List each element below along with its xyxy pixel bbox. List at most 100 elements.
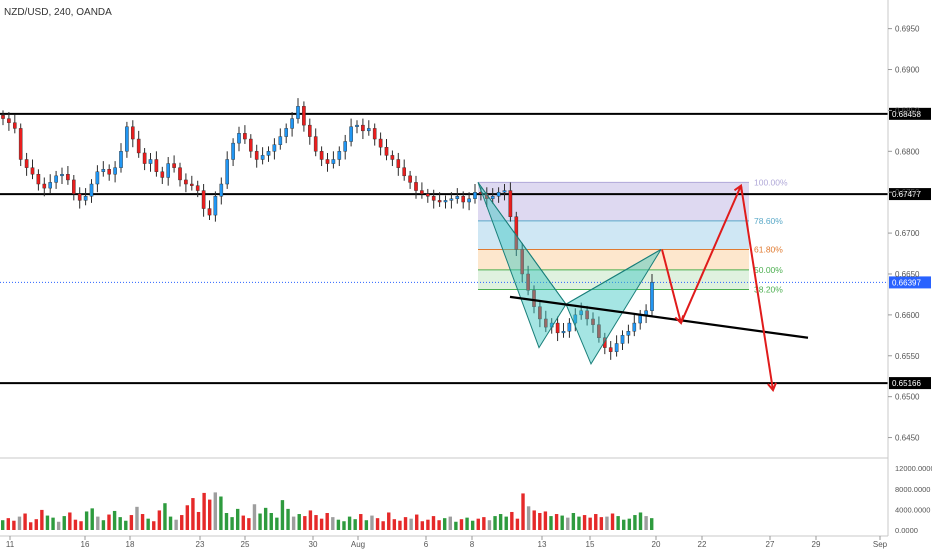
- candle-body: [443, 200, 448, 203]
- candle-body: [142, 152, 147, 164]
- y-tick-label: 0.6750: [895, 188, 920, 197]
- volume-bar: [163, 503, 167, 530]
- volume-bar: [521, 493, 525, 530]
- volume-bar: [107, 514, 111, 530]
- volume-bar: [375, 518, 380, 530]
- x-tick-label: 18: [126, 540, 135, 549]
- volume-bar: [208, 499, 212, 530]
- harmonic-pattern[interactable]: [477, 182, 809, 393]
- volume-bar: [51, 517, 55, 530]
- y-tick-label: 0.6800: [895, 147, 920, 156]
- volume-bar: [431, 516, 436, 530]
- candle-body: [396, 159, 401, 168]
- candle-body: [89, 183, 94, 197]
- candle-body: [136, 138, 141, 154]
- volume-bar: [23, 513, 27, 530]
- volume-bar: [28, 522, 33, 530]
- volume-bar: [325, 513, 329, 530]
- price-label-tag: [889, 377, 931, 390]
- volume-bar: [219, 496, 223, 530]
- volume-bar: [487, 520, 492, 530]
- volume-bar: [90, 508, 94, 530]
- candle-body: [107, 169, 111, 175]
- volume-bar: [34, 519, 38, 530]
- volume-bar: [398, 520, 402, 530]
- volume-bar: [269, 513, 273, 530]
- volume-bar: [202, 492, 206, 530]
- candle-body: [290, 118, 294, 129]
- y-tick-label: 0.6850: [895, 106, 920, 115]
- y-tick-label: 0.6900: [895, 66, 920, 75]
- price-label-text: 0.68458: [892, 110, 921, 119]
- volume-bar: [191, 498, 195, 530]
- candle-body: [544, 318, 548, 328]
- volume-bar: [347, 516, 352, 530]
- x-tick-label: 8: [470, 540, 475, 549]
- candle-body: [490, 196, 495, 199]
- candle-body: [567, 322, 572, 332]
- candle-body: [95, 171, 100, 185]
- candle-body: [372, 128, 377, 140]
- candle-body: [502, 190, 507, 193]
- volume-bar: [549, 516, 553, 530]
- volume-bar: [275, 517, 279, 530]
- candle-body: [278, 136, 283, 145]
- candle-body: [331, 159, 336, 164]
- candle-body: [219, 183, 224, 197]
- volume-bar: [84, 511, 89, 530]
- x-tick-label: 29: [812, 540, 821, 549]
- chart-title: NZD/USD, 240, OANDA: [4, 7, 112, 18]
- volume-bar: [526, 506, 531, 530]
- candle-body: [54, 175, 58, 183]
- candle-body: [48, 182, 52, 189]
- price-label-tag: [889, 188, 931, 201]
- fib-level-label: 50.00%: [754, 265, 783, 275]
- projection-arrowhead: [674, 315, 685, 325]
- candle-body: [302, 106, 306, 126]
- volume-bar: [291, 516, 296, 530]
- pattern-leg: [565, 249, 662, 305]
- candle-body: [7, 118, 11, 123]
- candle-body: [414, 182, 418, 191]
- volume-bar: [56, 521, 61, 530]
- candle-body: [254, 151, 259, 160]
- volume-bar: [588, 517, 592, 530]
- volume-bar: [538, 513, 542, 530]
- candle-body: [496, 191, 501, 197]
- price-label-text: 0.67477: [892, 190, 921, 199]
- volume-bar: [448, 516, 452, 530]
- candle-body: [125, 126, 129, 152]
- price-label-text: 0.65166: [892, 379, 921, 388]
- volume-bar: [415, 514, 419, 530]
- volume-bar: [610, 513, 615, 530]
- candle-body: [30, 167, 35, 175]
- volume-bar: [650, 518, 654, 530]
- candle-body: [473, 191, 477, 199]
- candle-body: [526, 273, 530, 291]
- candle-body: [603, 337, 607, 348]
- volume-bar: [482, 517, 486, 530]
- volume-bar: [129, 515, 134, 530]
- volume-bar: [319, 518, 324, 530]
- candle-body: [172, 163, 176, 168]
- x-tick-label: 22: [698, 540, 707, 549]
- candle-body: [231, 142, 235, 160]
- fib-level-label: 78.60%: [754, 216, 783, 226]
- x-tick-label: 15: [586, 540, 595, 549]
- volume-bars: 12000.0000 8000.0000 4000.0000 0.0000: [1, 464, 932, 535]
- candle-body: [313, 136, 318, 152]
- candle-body: [319, 151, 324, 160]
- candle-body: [101, 169, 106, 172]
- fib-level-label: 61.80%: [754, 244, 783, 254]
- volume-bar: [213, 492, 218, 530]
- x-tick-label: 27: [766, 540, 775, 549]
- y-tick-label: 0.6600: [895, 311, 920, 320]
- horizontal-levels[interactable]: 0.68458 0.67477 0.66397 0.65166: [0, 107, 931, 390]
- candle-body: [508, 190, 513, 217]
- candle-body: [113, 167, 117, 175]
- pattern-leg: [477, 182, 567, 305]
- trend-line: [509, 295, 809, 339]
- candle-body: [408, 175, 412, 183]
